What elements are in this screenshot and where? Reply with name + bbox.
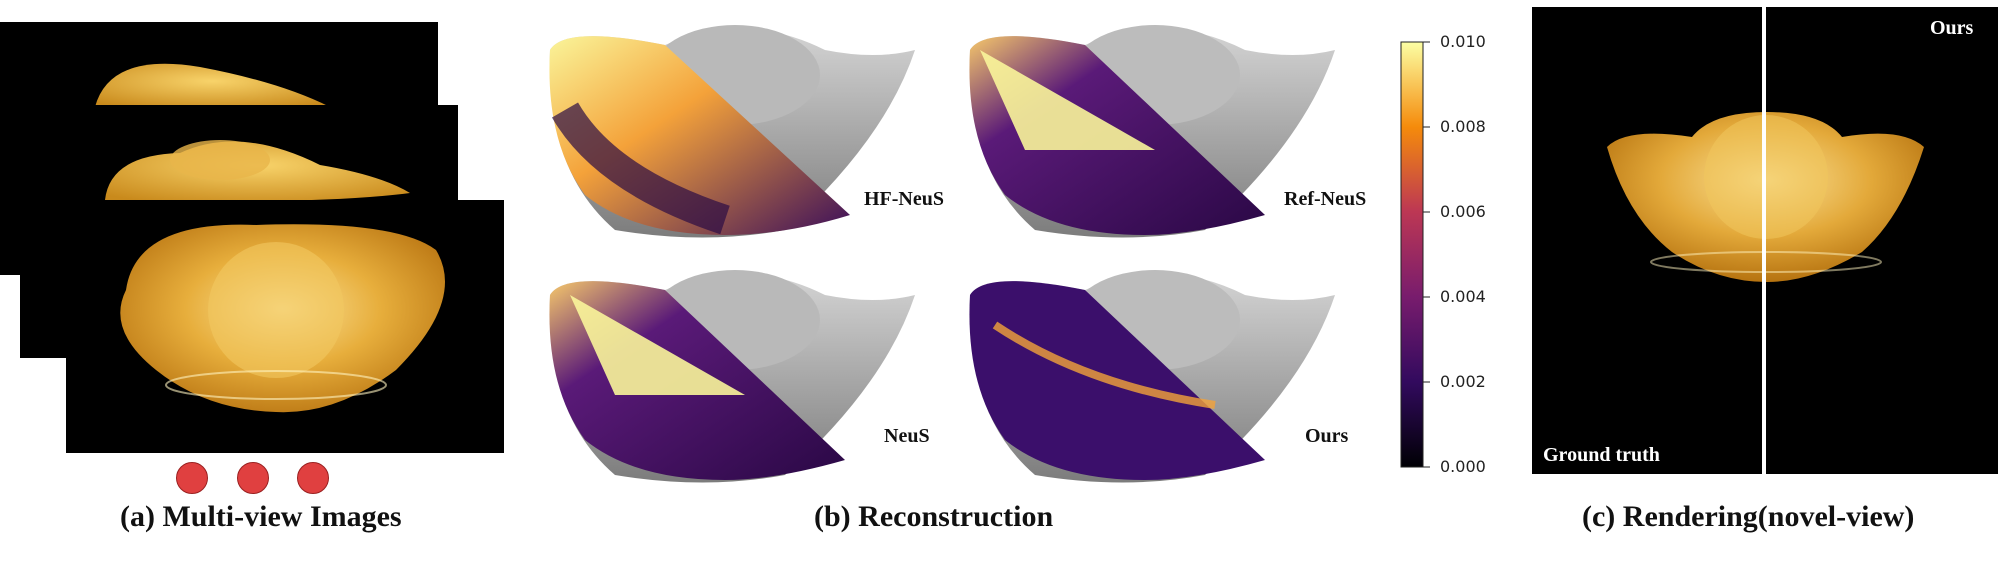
label-ref-neus: Ref-NeuS bbox=[1284, 188, 1367, 210]
label-ground-truth: Ground truth bbox=[1543, 444, 1660, 466]
mesh-hf-neus bbox=[549, 25, 915, 238]
colorbar-tick-label: 0.002 bbox=[1440, 372, 1486, 391]
ingot-thumbnail-back bbox=[95, 63, 330, 107]
label-hf-neus: HF-NeuS bbox=[864, 188, 944, 210]
colorbar-tick-label: 0.004 bbox=[1440, 287, 1486, 306]
mesh-neus bbox=[549, 270, 915, 483]
ingot-thumbnail-middle bbox=[105, 140, 410, 202]
label-ours: Ours bbox=[1305, 425, 1349, 447]
colorbar-tick-label: 0.008 bbox=[1440, 117, 1486, 136]
colorbar-ticks bbox=[1423, 41, 1430, 468]
mesh-ref-neus bbox=[969, 25, 1335, 238]
label-neus: NeuS bbox=[884, 425, 930, 447]
view-frame-front bbox=[66, 200, 504, 453]
colorbar-tick-label: 0.000 bbox=[1440, 457, 1486, 476]
ellipsis-dot-3 bbox=[297, 462, 329, 494]
ingot-thumbnail-front bbox=[120, 224, 446, 413]
mesh-ours bbox=[969, 270, 1335, 483]
colorbar-tick-label: 0.006 bbox=[1440, 202, 1486, 221]
caption-reconstruction: (b) Reconstruction bbox=[814, 500, 1054, 533]
caption-rendering: (c) Rendering(novel-view) bbox=[1582, 500, 1915, 533]
colorbar bbox=[1400, 41, 1424, 468]
ellipsis-dot-2 bbox=[237, 462, 269, 494]
split-divider bbox=[1762, 7, 1766, 474]
render-frame bbox=[1532, 7, 1998, 474]
label-ours-render: Ours bbox=[1930, 17, 1974, 39]
caption-multiview: (a) Multi-view Images bbox=[120, 500, 402, 533]
colorbar-tick-label: 0.010 bbox=[1440, 32, 1486, 51]
ellipsis-dot-1 bbox=[176, 462, 208, 494]
